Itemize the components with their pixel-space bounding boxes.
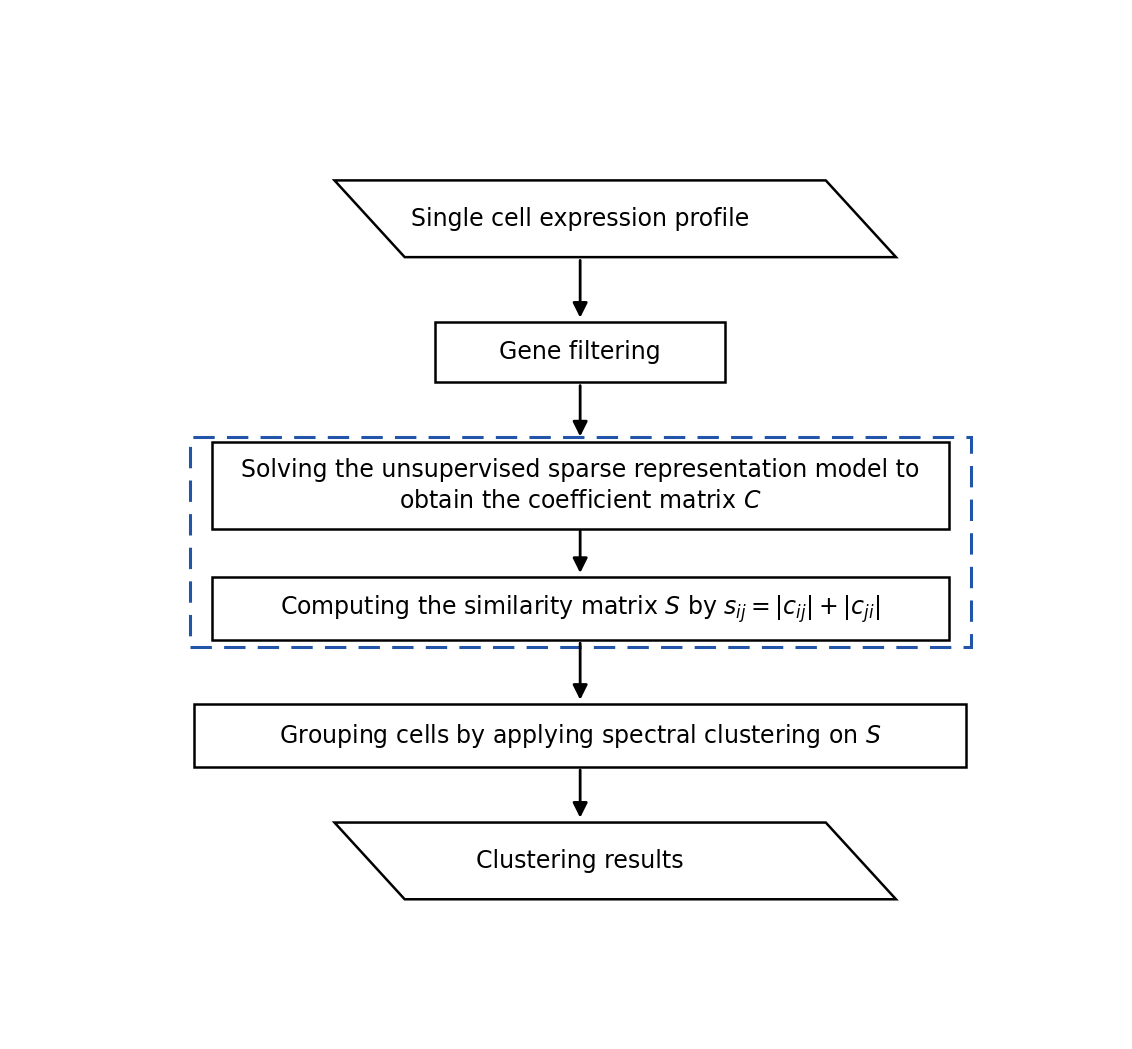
Text: Clustering results: Clustering results xyxy=(477,849,684,873)
Bar xyxy=(436,322,724,382)
Bar xyxy=(212,442,949,529)
Bar xyxy=(212,577,949,640)
Text: Solving the unsupervised sparse representation model to: Solving the unsupervised sparse represen… xyxy=(241,457,919,481)
Text: Single cell expression profile: Single cell expression profile xyxy=(411,207,749,231)
Bar xyxy=(195,704,967,767)
Polygon shape xyxy=(335,180,897,257)
Bar xyxy=(190,436,970,647)
Text: Grouping cells by applying spectral clustering on $S$: Grouping cells by applying spectral clus… xyxy=(278,722,882,750)
Text: Computing the similarity matrix $S$ by $s_{ij} = |c_{ij}| + |c_{ji}|$: Computing the similarity matrix $S$ by $… xyxy=(280,593,881,625)
Polygon shape xyxy=(335,822,897,899)
Text: Gene filtering: Gene filtering xyxy=(499,340,661,364)
Text: obtain the coefficient matrix $C$: obtain the coefficient matrix $C$ xyxy=(398,489,762,513)
